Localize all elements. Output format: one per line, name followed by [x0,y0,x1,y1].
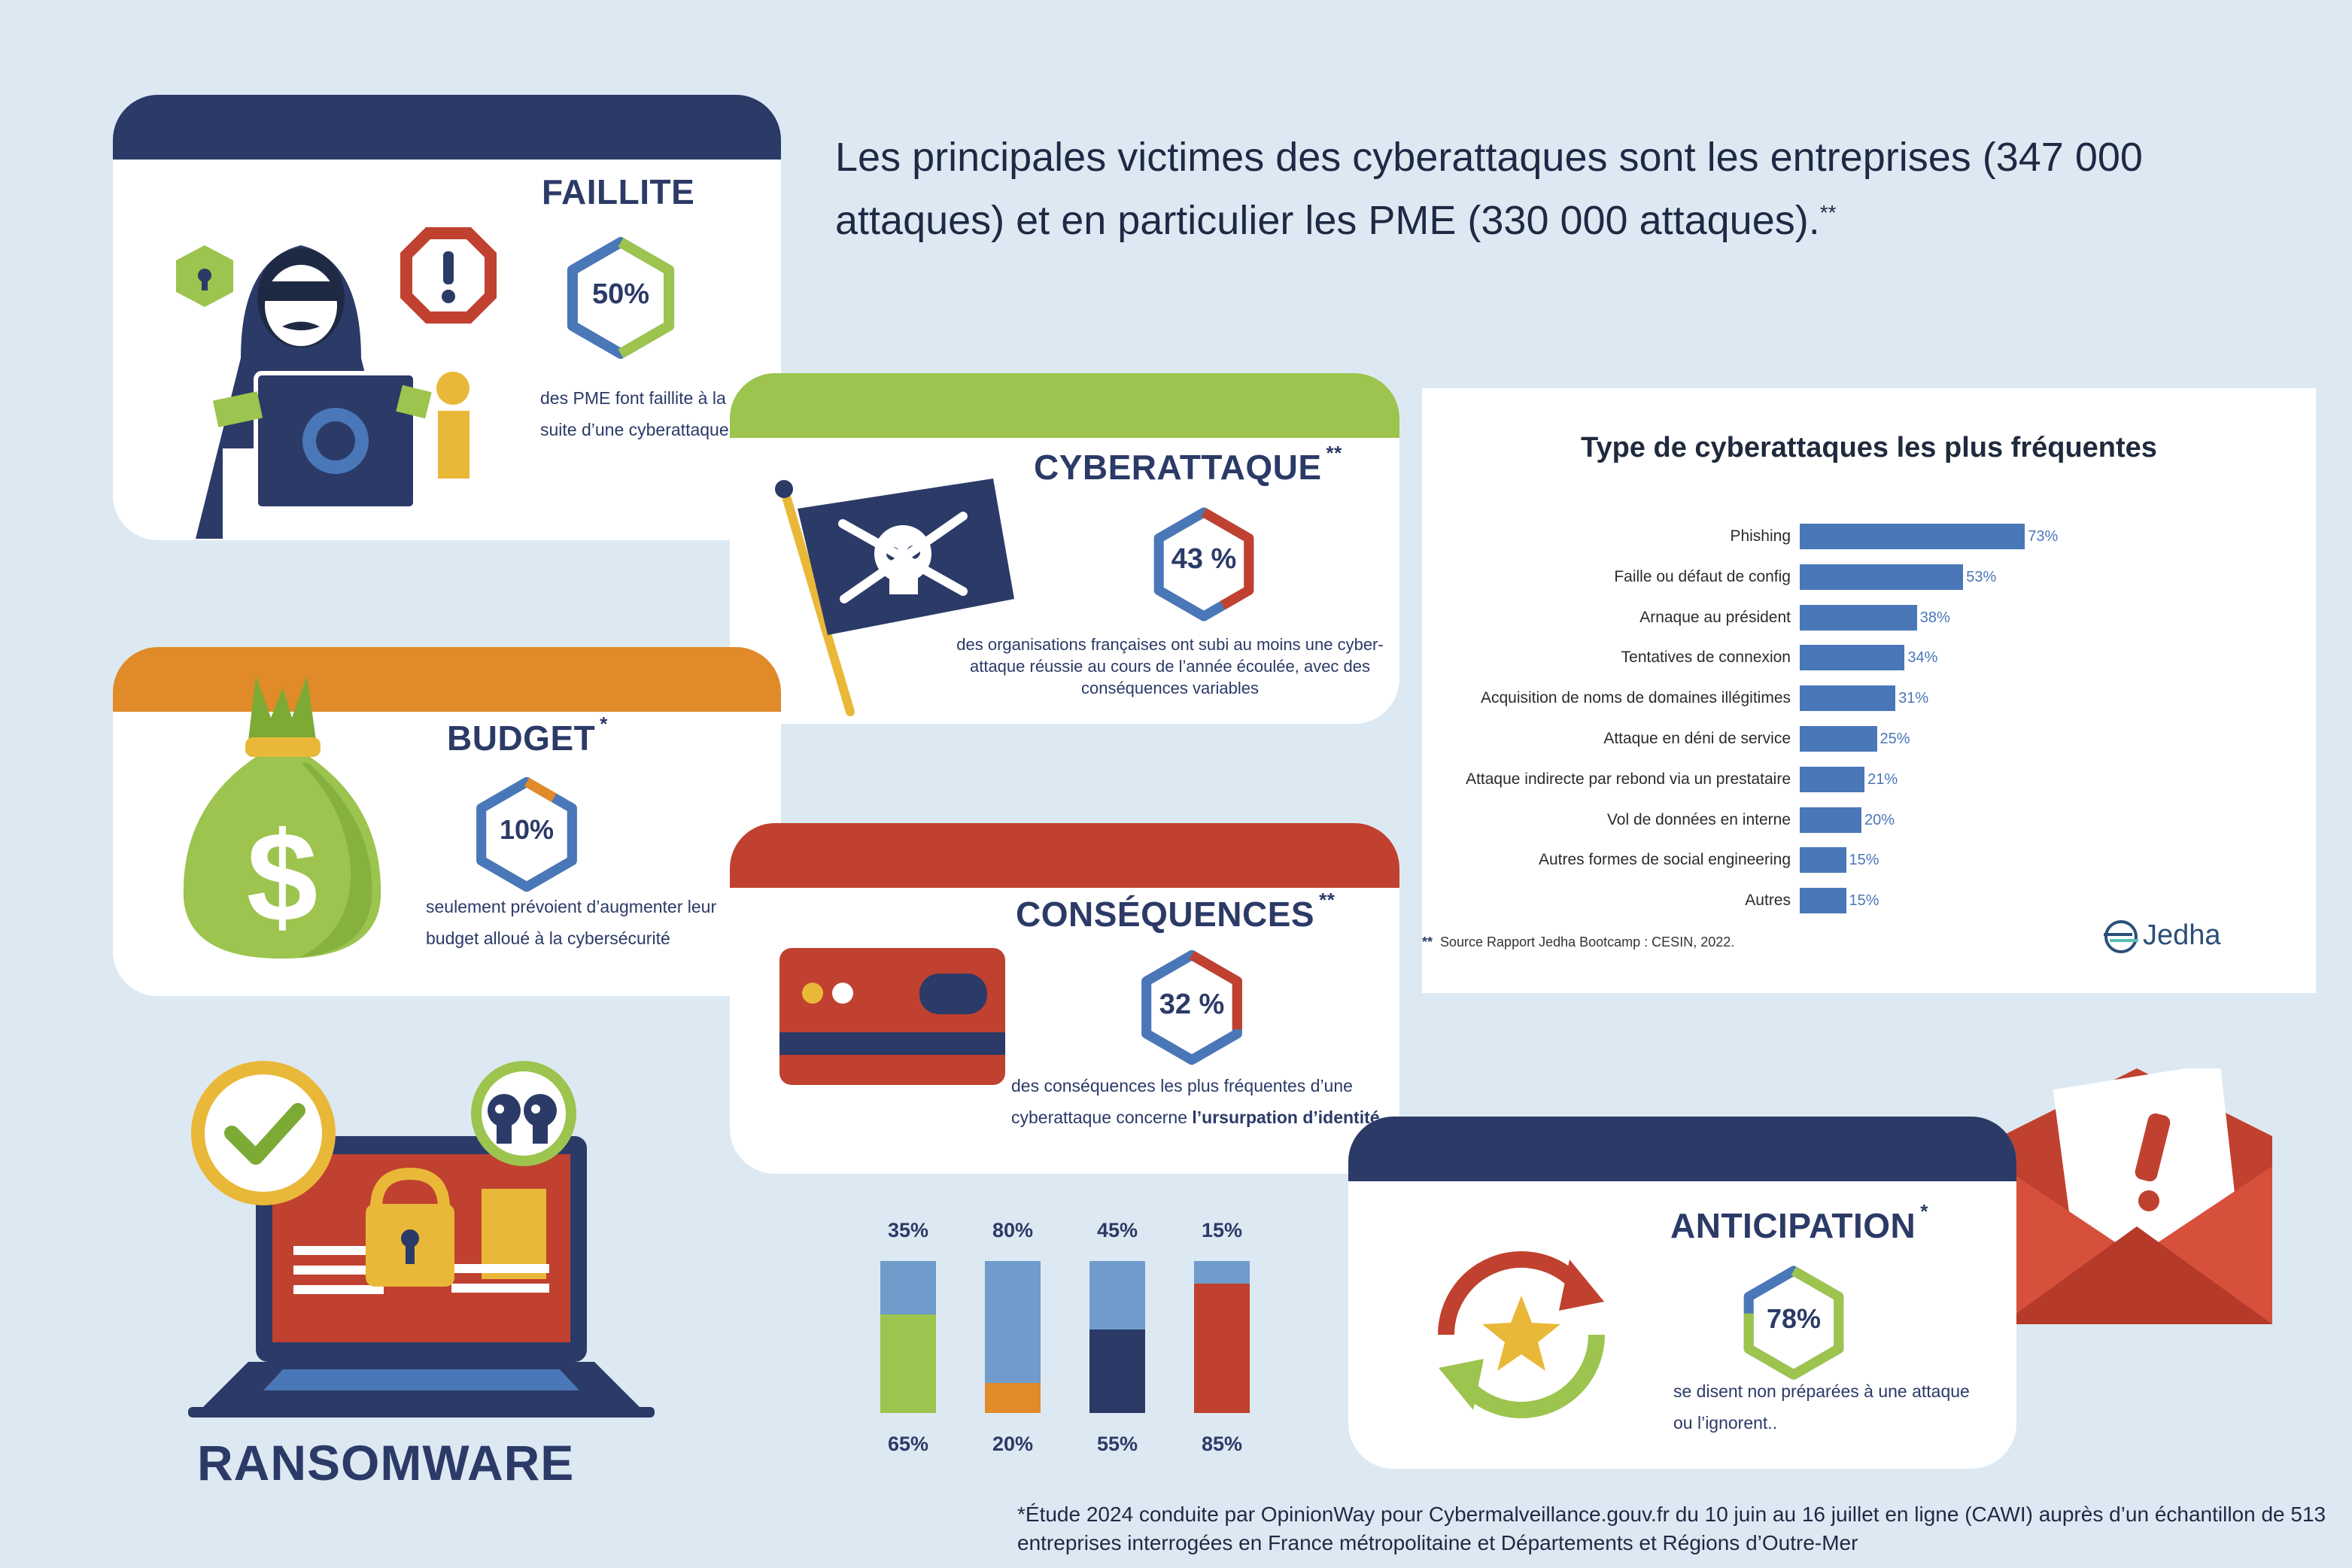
budget-text: seulement prévoient d’augmenter leur bud… [426,897,717,948]
anticipation-title: ANTICIPATION * [1670,1199,1928,1245]
bar-category-label: Autres [1745,892,1791,910]
bar-value-label: 25% [1879,731,1910,747]
cyberattaque-text: des organisations françaises ont subi au… [956,635,1384,697]
bar-value-label: 20% [1864,811,1895,828]
chart-source: ** Source Rapport Jedha Bootcamp : CESIN,… [1422,934,1735,950]
bar [1800,847,1846,874]
bar-value-label: 73% [2028,528,2059,545]
refresh-star-icon [1438,1251,1605,1418]
bar [1800,645,1905,671]
consequences-value: 32 % [1159,989,1225,1020]
stacked-top-label: 80% [992,1219,1034,1241]
ransomware-laptop-illustration [188,1061,655,1418]
bar-category-label: Tentatives de connexion [1621,649,1791,667]
bar [1800,524,2025,549]
bar-value-label: 15% [1849,852,1879,869]
card-budget: $ BUDGET * 10% seulement prévoient d’augm… [113,647,781,996]
stacked-bottom-label: 85% [1201,1433,1243,1455]
bar [1800,685,1896,712]
bar [1800,564,1964,590]
consequences-text: des conséquences les plus fréquentes d’u… [1011,1076,1380,1127]
stacked-bar-bottom-segment [985,1382,1041,1413]
anticipation-value: 78% [1766,1303,1822,1334]
anticipation-hexagon [1743,1266,1844,1380]
stacked-bar-top-segment [985,1261,1041,1383]
hacker-illustration [176,245,469,539]
bar [1800,888,1846,914]
cyberattaque-title: CYBERATTAQUE ** [1034,441,1342,487]
bar-value-label: 38% [1919,609,1950,626]
cyberattaque-value: 43 % [1171,543,1237,575]
warning-icon [400,227,497,324]
svg-text:$: $ [247,806,318,949]
consequences-hexagon [1141,950,1242,1065]
bar-category-label: Vol de données en interne [1606,810,1791,828]
stacked-bar-bottom-segment [1194,1284,1250,1413]
faillite-value: 50% [591,278,650,310]
stacked-top-label: 35% [887,1219,929,1241]
consequences-title: CONSÉQUENCES ** [1016,888,1336,934]
bar-value-label: 31% [1898,690,1929,707]
bar [1800,807,1861,833]
stacked-top-label: 15% [1201,1219,1243,1241]
budget-hexagon [476,776,577,892]
credit-card-icon [779,948,1005,1085]
bar-category-label: Phishing [1730,527,1791,545]
stacked-bar-top-segment [1089,1261,1145,1329]
bar-category-label: Attaque indirecte par rebond via un pres… [1466,770,1791,788]
stacked-bottom-label: 20% [992,1433,1034,1455]
footnote: *Étude 2024 conduite par OpinionWay pour… [1017,1503,2326,1554]
stacked-bar-top-segment [880,1261,936,1314]
stacked-bottom-label: 55% [1096,1433,1138,1455]
bar-value-label: 34% [1907,649,1938,667]
pirate-flag-icon [775,479,1014,716]
hexagon-progress [1141,950,1242,1065]
bar-category-label: Autres formes de social engineering [1538,851,1791,869]
stacked-bar-bottom-segment [1089,1329,1145,1413]
stacked-bar-chart: 35% 65% 80% 20% 45% 55% 15% 85% [865,1211,1272,1467]
budget-value: 10% [499,814,555,845]
ransomware-label: RANSOMWARE [197,1435,575,1491]
headline: Les principales victimes des cyberattaqu… [835,135,2143,243]
bar-value-label: 15% [1849,892,1879,910]
stacked-bottom-label: 65% [887,1433,929,1455]
bar-value-label: 21% [1867,770,1898,788]
money-bag-icon: $ [183,676,381,959]
chart-panel: Type de cyberattaques les plus fréquente… [1422,388,2316,993]
brand-logo: Jedha [2102,918,2221,956]
hexagon-progress [1153,507,1254,621]
bar [1800,604,1917,631]
stacked-top-label: 45% [1096,1219,1138,1241]
bar [1800,726,1877,752]
faillite-hexagon [567,237,675,359]
budget-title: BUDGET * [447,712,608,758]
bar-category-label: Acquisition de noms de domaines illégiti… [1480,689,1791,707]
stacked-bar-bottom-segment [880,1314,936,1413]
bar-category-label: Arnaque au président [1639,608,1791,626]
hexagon-progress [1743,1266,1844,1380]
envelope-alert-icon [2001,1068,2272,1324]
bar-value-label: 53% [1966,568,1997,585]
card-consequences: CONSÉQUENCES ** 32 % des conséquences les… [730,823,1399,1174]
jedha-logo-icon [2104,920,2138,953]
bar [1800,766,1865,792]
anticipation-text: se disent non préparées à une attaque ou… [1673,1381,1970,1433]
headline-mark: ** [1819,201,1837,224]
cyberattaque-hexagon [1153,507,1254,621]
card-faillite: FAILLITE 50% des PME font faillite à la … [113,95,781,540]
bar-category-label: Attaque en déni de service [1603,730,1791,747]
faillite-text: des PME font faillite à la suite d’une c… [540,388,734,439]
bar-category-label: Faille ou défaut de config [1614,567,1791,585]
stacked-bar-top-segment [1194,1261,1250,1284]
card-anticipation: ANTICIPATION * 78% se disent non préparée… [1348,1117,2016,1469]
hexagon-progress [567,237,675,359]
chart-title: Type de cyberattaques les plus fréquente… [1581,432,2157,463]
card-cyberattaque: CYBERATTAQUE ** 43 % des organisations fr… [730,373,1399,724]
faillite-title: FAILLITE [542,172,695,211]
hexagon-track [476,776,577,892]
